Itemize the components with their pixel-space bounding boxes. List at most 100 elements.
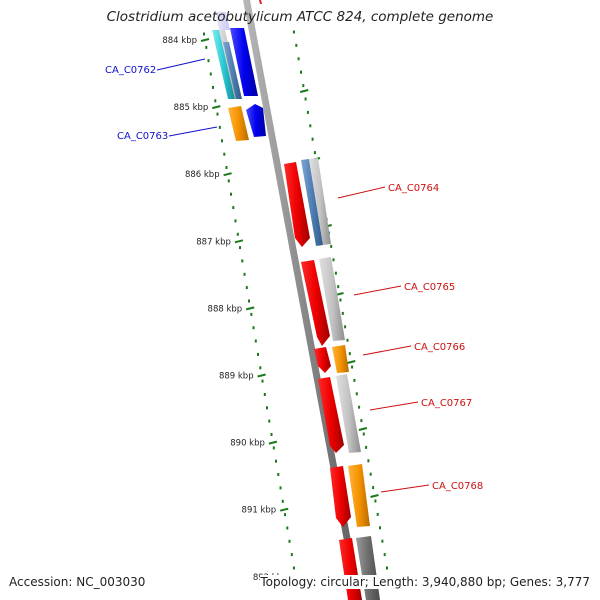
ruler-dot — [272, 446, 275, 450]
ruler-dot — [348, 352, 351, 356]
ruler-dot — [360, 419, 363, 423]
gene-feature-ca-c0762-lavender — [215, 12, 230, 30]
ruler-dot — [313, 151, 316, 155]
ruler-dot — [293, 566, 295, 570]
gene-label-ca-c0767[interactable]: CA_C0767 — [421, 398, 472, 409]
ruler-tick — [212, 105, 221, 110]
gene-label-leader — [369, 401, 419, 411]
ruler-dot — [290, 553, 293, 557]
ruler-dot — [376, 512, 379, 516]
ruler-dot — [300, 70, 302, 74]
ruler-dot — [223, 152, 226, 156]
ruler-tick — [223, 172, 232, 177]
gene-label-leader — [362, 345, 412, 356]
ruler-dot — [279, 486, 282, 490]
ruler-dot — [243, 272, 246, 276]
gene-label-ca-c0765[interactable]: CA_C0765 — [404, 282, 455, 293]
gene-label-ca-c0762[interactable]: CA_C0762 — [105, 65, 156, 76]
ruler-dot — [259, 366, 262, 370]
ruler-dot — [225, 166, 228, 169]
ruler-dot — [254, 339, 257, 343]
ruler-dot — [257, 352, 259, 356]
ruler-dot — [268, 419, 271, 423]
gene-feature-ca-c0762-steel — [223, 42, 242, 99]
ruler-dot — [311, 137, 314, 141]
gene-feature-ca-c0763-orange — [228, 106, 249, 141]
ruler-dot — [309, 124, 312, 128]
ruler-dot — [261, 379, 264, 383]
inner-ruler-tick — [299, 89, 309, 93]
gene-feature-ca-c0765-red — [301, 260, 330, 346]
ruler-tick-label: 884 kbp — [162, 36, 197, 46]
ruler-dot — [218, 125, 221, 129]
ruler-tick — [234, 239, 244, 244]
ruler-dot — [207, 59, 210, 63]
inner-ruler-tick — [358, 427, 368, 431]
gene-features-lower — [284, 158, 380, 600]
gene-feature-ca-c0763-blue — [246, 104, 266, 137]
gene-feature-ca-c0762-blue — [230, 28, 258, 96]
gene-feature-ca-c0768-red — [330, 466, 351, 527]
ruler-dot — [250, 312, 253, 316]
ruler-tick — [245, 306, 255, 311]
gene-label-leader — [353, 285, 402, 296]
gene-label-leader — [156, 58, 206, 71]
ruler-dot — [304, 97, 307, 101]
gene-feature-ca-c0768-orange — [348, 464, 370, 527]
ruler-dot — [270, 433, 273, 436]
ruler-dot — [281, 499, 284, 503]
ruler-dot — [234, 219, 237, 223]
gene-features-upper — [212, 12, 266, 141]
ruler-tick — [257, 373, 266, 378]
ruler-dot — [239, 246, 241, 250]
ruler-dot — [209, 72, 212, 76]
ruler-dot — [212, 85, 214, 89]
ruler-dot — [275, 459, 277, 463]
ruler-tick-label: 890 kbp — [230, 439, 265, 449]
ruler-dot — [337, 285, 340, 289]
ruler-tick-label: 886 kbp — [185, 170, 220, 180]
gene-feature-ca-c0764-red — [284, 162, 310, 247]
ruler-dot — [353, 378, 356, 382]
ruler-dot — [332, 258, 335, 262]
gene-feature-ca-c0767-red — [318, 377, 344, 453]
ruler-dot — [379, 526, 381, 530]
ruler-dot — [286, 526, 289, 530]
gene-feature-ca-c0764-gray — [309, 158, 331, 245]
gene-feature-ca-c0762-cyan — [212, 30, 235, 99]
ruler-dot — [227, 179, 230, 183]
ruler-dot — [216, 112, 219, 116]
ruler-dot — [214, 99, 217, 103]
ruler-dot — [230, 192, 232, 196]
ruler-dot — [339, 298, 342, 302]
ruler-tick — [200, 38, 210, 42]
gene-labels: CA_C0762 CA_C0763 CA_C0764 CA_C0765 CA_C0766… — [105, 58, 483, 493]
ruler-dot — [355, 392, 358, 396]
ruler-dot — [306, 110, 309, 114]
gene-label-ca-c0768[interactable]: CA_C0768 — [432, 481, 483, 492]
ruler-dot — [241, 259, 244, 263]
gene-label-ca-c0763[interactable]: CA_C0763 — [117, 131, 168, 142]
gene-feature-ca-c0765-gray — [319, 257, 345, 341]
ruler-dot — [297, 57, 300, 61]
gene-label-leader — [380, 484, 430, 493]
ruler-dot — [277, 473, 280, 476]
gene-label-leader — [337, 186, 386, 199]
ruler-dot — [248, 299, 250, 303]
ruler-dot — [302, 84, 305, 88]
gene-label-ca-c0764[interactable]: CA_C0764 — [388, 183, 439, 194]
ruler-dot — [386, 566, 388, 570]
ruler-dot — [346, 338, 349, 342]
inner-ruler-tick — [370, 494, 379, 498]
ruler-dot — [374, 499, 377, 503]
gene-feature-ca-c0766-red — [314, 347, 331, 373]
ruler-dot — [358, 405, 361, 409]
backbone-highlight — [259, 0, 262, 4]
gene-label-ca-c0766[interactable]: CA_C0766 — [414, 342, 465, 353]
ruler-tick-label: 889 kbp — [219, 372, 254, 382]
ruler-dot — [351, 365, 354, 369]
ruler-tick — [268, 440, 278, 445]
ruler-dot — [284, 513, 286, 517]
